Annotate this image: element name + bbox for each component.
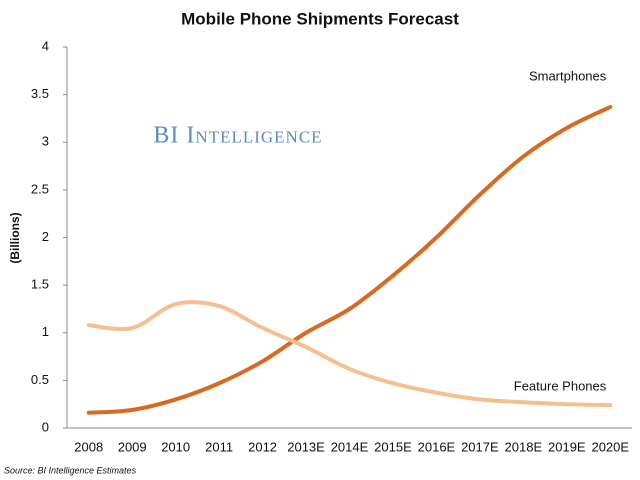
series-label: Feature Phones [514, 379, 607, 394]
series-label: Smartphones [529, 68, 607, 83]
watermark: BI Intelligence [153, 123, 322, 149]
y-tick-label: 0.5 [31, 372, 49, 387]
series-line [86, 105, 613, 415]
series-line [86, 300, 613, 408]
y-tick-label: 2.5 [31, 181, 49, 196]
x-tick-label: 2020E [591, 439, 629, 454]
x-tick-label: 2011 [205, 439, 233, 454]
y-tick-label: 1.5 [31, 277, 49, 292]
x-tick-label: 2017E [461, 439, 499, 454]
x-tick-label: 2016E [418, 439, 456, 454]
x-tick-label: 2019E [548, 439, 586, 454]
x-tick-label: 2009 [118, 439, 147, 454]
x-tick-label: 2015E [374, 439, 412, 454]
x-tick-label: 2010 [161, 439, 190, 454]
y-tick-label: 1 [42, 324, 49, 339]
y-tick-label: 3.5 [31, 86, 49, 101]
x-tick-label: 2008 [74, 439, 103, 454]
x-tick-label: 2014E [331, 439, 369, 454]
y-tick-label: 2 [42, 229, 49, 244]
y-axis-label: (Billions) [8, 212, 22, 263]
source-note: Source: BI Intelligence Estimates [4, 465, 137, 475]
x-tick-label: 2012 [248, 439, 277, 454]
x-tick-label: 2018E [505, 439, 543, 454]
y-tick-label: 3 [42, 134, 49, 149]
y-tick-label: 0 [42, 419, 49, 434]
chart-title: Mobile Phone Shipments Forecast [181, 9, 459, 28]
y-tick-label: 4 [42, 38, 49, 53]
x-tick-label: 2013E [287, 439, 325, 454]
